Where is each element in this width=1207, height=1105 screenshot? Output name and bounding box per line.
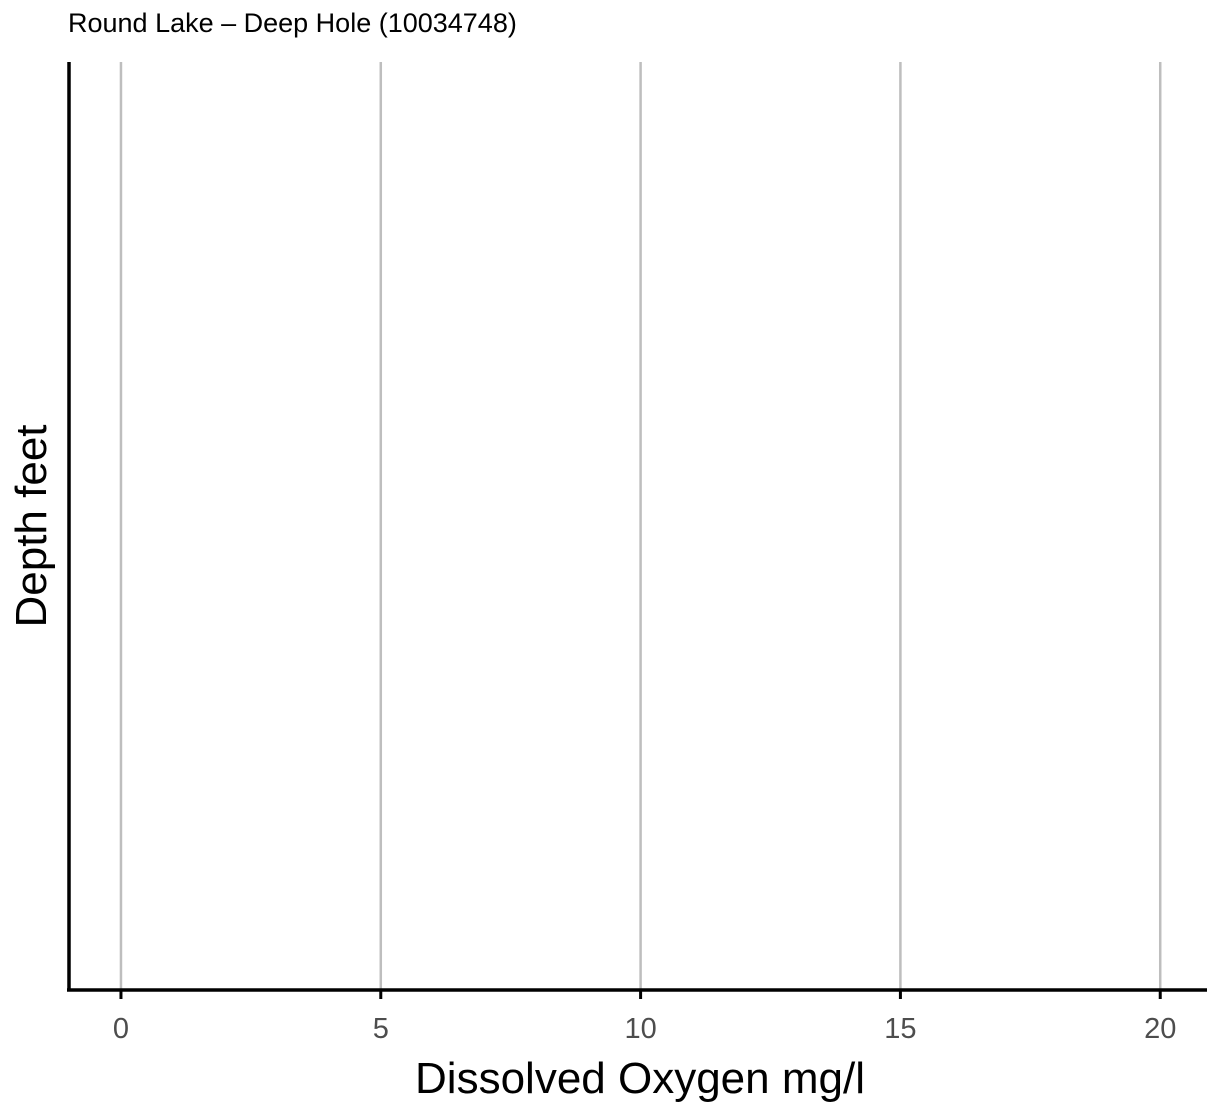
x-axis-label: Dissolved Oxygen mg/l <box>415 1054 865 1103</box>
x-tick-label-0: 0 <box>113 1013 129 1045</box>
x-axis-tick-labels: 0 5 10 15 20 <box>113 1013 1176 1045</box>
x-tick-label-5: 5 <box>373 1013 389 1045</box>
chart-title: Round Lake – Deep Hole (10034748) <box>68 8 517 38</box>
x-tick-label-10: 10 <box>624 1013 656 1045</box>
x-gridlines <box>119 62 1162 990</box>
x-tick-label-15: 15 <box>884 1013 916 1045</box>
y-axis-label: Depth feet <box>7 424 56 627</box>
x-tick-label-20: 20 <box>1144 1013 1176 1045</box>
